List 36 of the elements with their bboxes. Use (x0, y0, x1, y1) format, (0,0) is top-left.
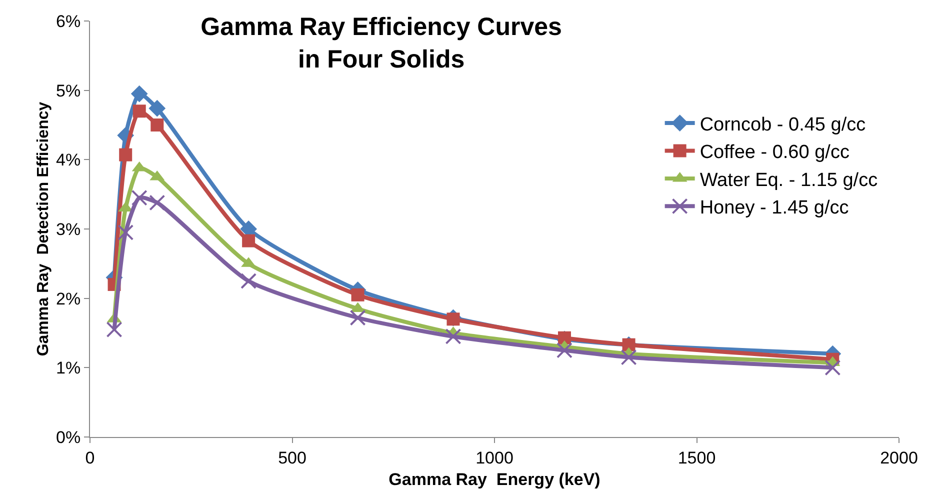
legend-label: Corncob - 0.45 g/cc (700, 114, 866, 136)
point (350, 310, 366, 326)
x-tick-label: 2000 (880, 448, 918, 468)
y-tick-label: 6% (56, 12, 81, 31)
y-tick-label: 5% (56, 81, 81, 100)
legend-label: Coffee - 0.60 g/cc (700, 142, 850, 164)
y-tick-label: 2% (56, 289, 81, 308)
x-tick-label: 0 (85, 448, 95, 468)
point (131, 190, 148, 206)
x-axis-title: Gamma Ray Energy (keV) (388, 470, 600, 489)
legend-label: Water Eq. - 1.15 g/cc (700, 170, 878, 191)
x-tick-label: 1000 (476, 448, 514, 468)
legend-label: Honey - 1.45 g/cc (700, 198, 849, 219)
point (149, 194, 166, 211)
y-tick-label: 0% (56, 428, 81, 447)
chart-title: Gamma Ray Efficiency Curves in Four Solids (200, 12, 562, 74)
y-tick-label: 4% (56, 150, 81, 170)
point (824, 360, 841, 376)
x-tick-label: 1500 (678, 448, 716, 468)
point (132, 104, 146, 118)
point (620, 349, 637, 366)
point (445, 328, 462, 344)
point (118, 224, 134, 240)
point (130, 85, 148, 102)
y-tick-label: 1% (56, 358, 81, 378)
point (106, 322, 122, 338)
x-tick-label: 500 (278, 448, 306, 468)
point (119, 148, 132, 162)
y-tick-label: 3% (56, 220, 81, 239)
point (240, 273, 257, 289)
point (242, 234, 256, 248)
point (556, 342, 572, 358)
point (351, 288, 364, 302)
y-axis-title: Gamma Ray Detection Efficiency (35, 102, 52, 356)
point (150, 118, 164, 132)
point (148, 100, 166, 117)
